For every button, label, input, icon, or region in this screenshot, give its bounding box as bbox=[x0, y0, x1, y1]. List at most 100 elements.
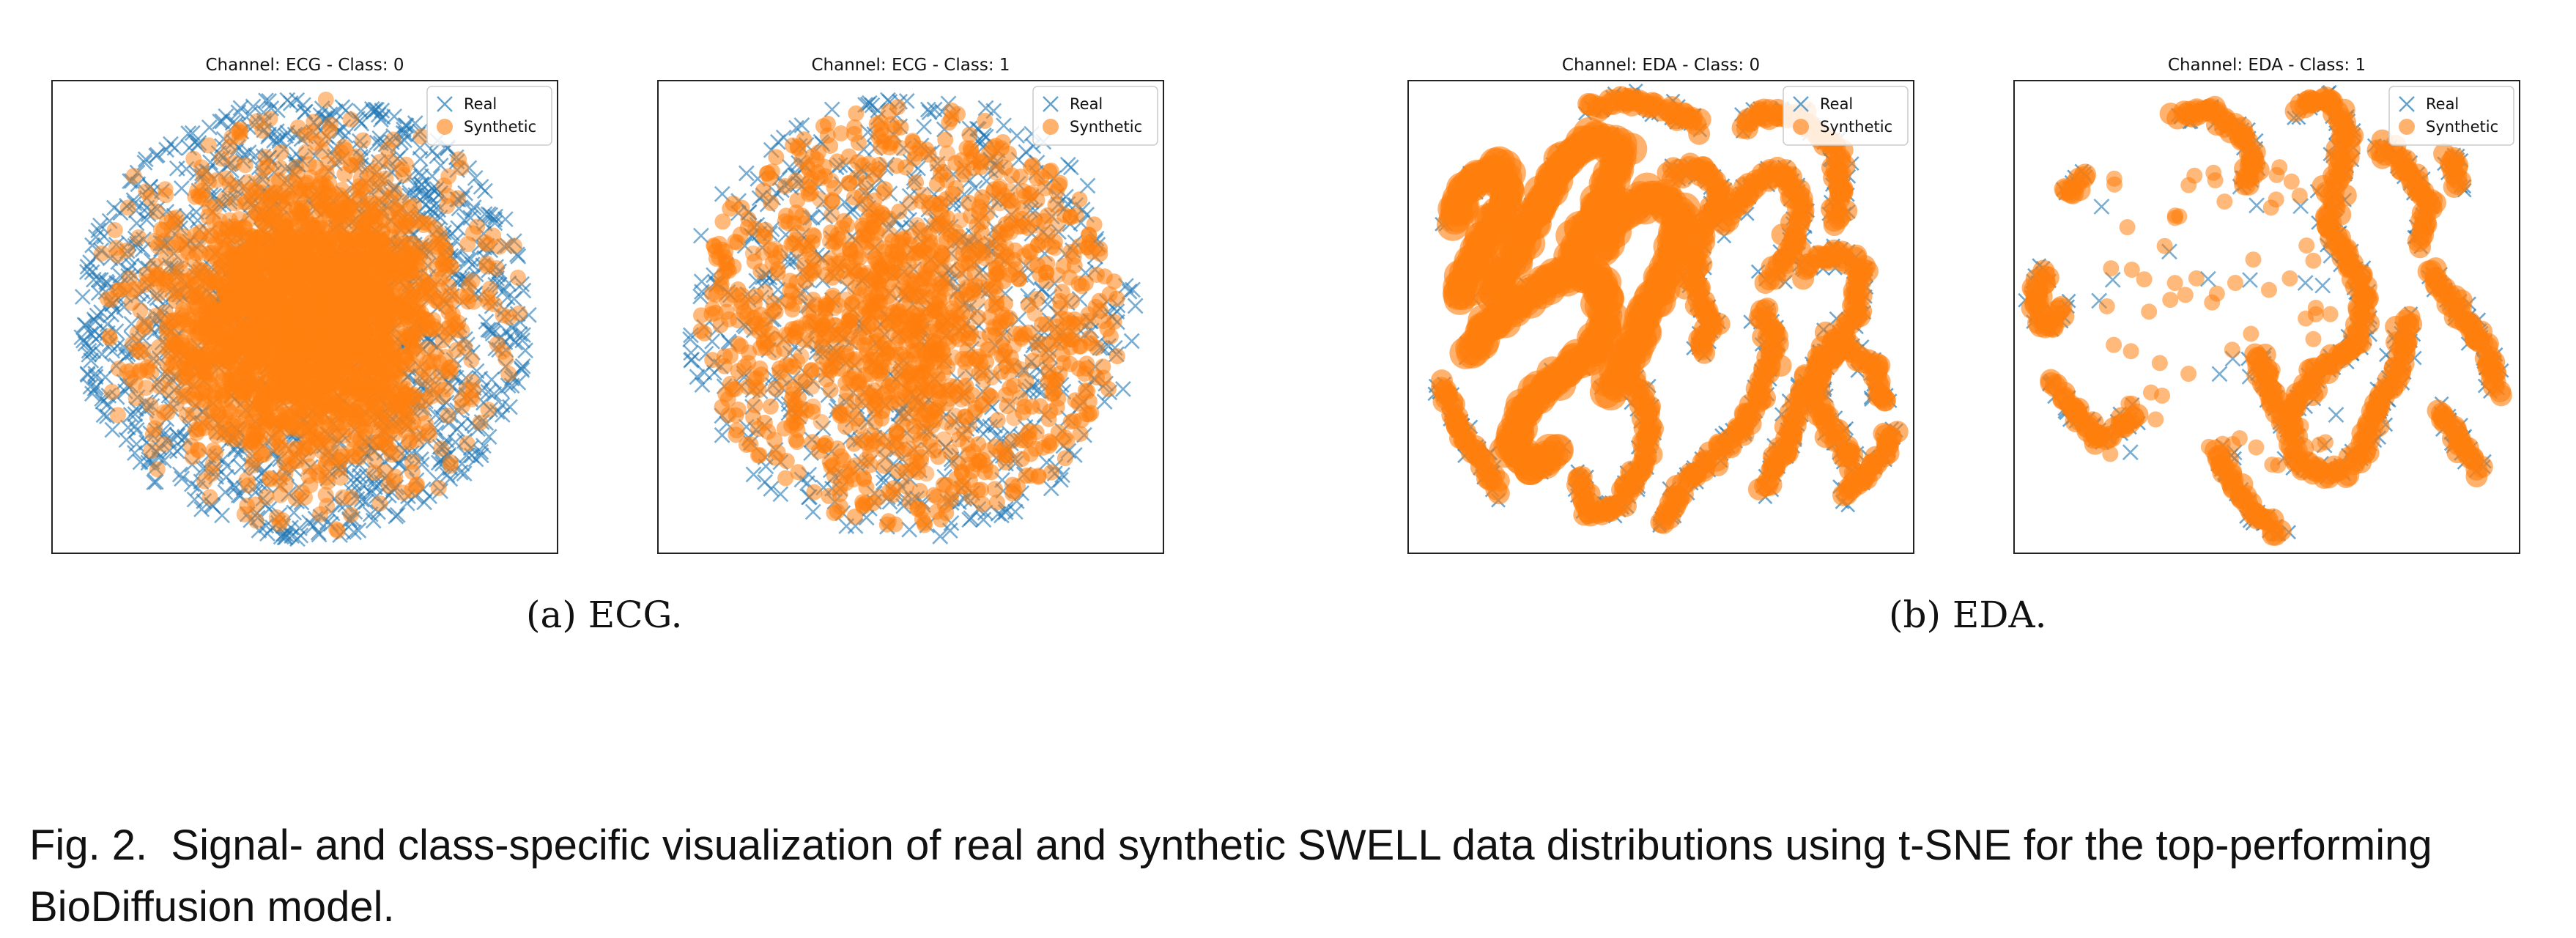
plot-area bbox=[73, 91, 537, 547]
synthetic-point bbox=[822, 362, 839, 379]
real-point bbox=[456, 465, 473, 482]
synthetic-point bbox=[271, 282, 288, 299]
legend-entry-real: Real bbox=[437, 95, 497, 113]
synthetic-point bbox=[240, 319, 256, 336]
synthetic-point bbox=[123, 295, 140, 311]
synthetic-point bbox=[287, 490, 304, 506]
synthetic-point bbox=[306, 114, 322, 130]
synthetic-point bbox=[171, 233, 188, 250]
synthetic-point bbox=[1109, 348, 1125, 365]
real-point bbox=[79, 259, 96, 275]
synthetic-point bbox=[286, 359, 303, 376]
synthetic-point bbox=[106, 221, 123, 238]
real-point bbox=[89, 307, 106, 324]
real-point bbox=[1127, 298, 1144, 314]
synthetic-point bbox=[383, 446, 400, 463]
synthetic-point bbox=[969, 309, 986, 325]
synthetic-point bbox=[509, 269, 526, 286]
synthetic-point bbox=[343, 506, 360, 523]
real-point bbox=[136, 154, 153, 171]
synthetic-point bbox=[463, 352, 480, 369]
synthetic-point bbox=[127, 374, 144, 391]
synthetic-point bbox=[341, 344, 358, 361]
synthetic-point bbox=[238, 471, 255, 488]
synthetic-point bbox=[187, 276, 204, 292]
real-point bbox=[517, 342, 533, 359]
synthetic-point bbox=[144, 426, 161, 443]
synthetic-point bbox=[428, 292, 445, 309]
synthetic-point bbox=[176, 369, 193, 386]
synthetic-point bbox=[127, 281, 144, 298]
synthetic-point bbox=[374, 329, 391, 346]
real-point bbox=[473, 443, 489, 460]
synthetic-point bbox=[317, 454, 334, 471]
synthetic-point bbox=[440, 320, 456, 336]
synthetic-point bbox=[355, 222, 372, 239]
synthetic-point bbox=[158, 319, 175, 336]
real-point bbox=[158, 141, 175, 158]
synthetic-point bbox=[266, 245, 283, 262]
real-point bbox=[350, 522, 367, 539]
real-point bbox=[214, 113, 231, 130]
synthetic-point bbox=[350, 239, 367, 256]
synthetic-point bbox=[258, 489, 275, 506]
panel-title: Channel: ECG - Class: 1 bbox=[811, 56, 1010, 75]
synthetic-point bbox=[248, 269, 265, 286]
synthetic-point bbox=[363, 279, 380, 296]
synthetic-point bbox=[163, 358, 179, 375]
synthetic-point bbox=[404, 453, 421, 470]
synthetic-point bbox=[196, 473, 213, 490]
synthetic-point bbox=[401, 434, 418, 451]
real-point bbox=[475, 437, 492, 454]
synthetic-point bbox=[110, 361, 127, 377]
synthetic-point bbox=[382, 237, 399, 254]
synthetic-point bbox=[979, 341, 996, 358]
real-point bbox=[92, 217, 108, 234]
real-point bbox=[916, 119, 933, 135]
real-point bbox=[94, 346, 111, 363]
synthetic-point bbox=[380, 391, 397, 408]
synthetic-point bbox=[237, 157, 253, 174]
synthetic-point bbox=[459, 435, 475, 452]
synthetic-point bbox=[264, 333, 281, 350]
real-point bbox=[458, 447, 475, 464]
synthetic-point bbox=[396, 347, 413, 364]
synthetic-point bbox=[485, 227, 502, 244]
real-point bbox=[1007, 503, 1024, 520]
real-point bbox=[86, 380, 103, 397]
real-point bbox=[693, 273, 710, 290]
synthetic-point bbox=[272, 369, 289, 386]
synthetic-point bbox=[440, 278, 457, 295]
synthetic-point bbox=[291, 335, 308, 352]
synthetic-point bbox=[374, 298, 391, 314]
synthetic-point bbox=[200, 137, 217, 154]
synthetic-point bbox=[1045, 333, 1062, 350]
synthetic-point bbox=[298, 127, 315, 144]
real-point bbox=[217, 484, 234, 501]
real-point bbox=[90, 222, 107, 239]
synthetic-point bbox=[240, 419, 257, 436]
synthetic-point bbox=[379, 250, 396, 267]
synthetic-point bbox=[347, 315, 363, 332]
synthetic-point bbox=[398, 405, 415, 422]
synthetic-point bbox=[349, 295, 366, 312]
synthetic-point bbox=[168, 209, 185, 226]
synthetic-point bbox=[704, 352, 721, 369]
synthetic-point bbox=[190, 442, 207, 459]
synthetic-point bbox=[102, 330, 119, 347]
synthetic-point bbox=[324, 369, 341, 385]
real-point bbox=[146, 474, 163, 491]
synthetic-point bbox=[193, 416, 210, 432]
synthetic-point bbox=[320, 418, 337, 435]
synthetic-point bbox=[319, 234, 336, 251]
synthetic-point bbox=[248, 512, 264, 529]
synthetic-point bbox=[230, 338, 247, 355]
real-point bbox=[1062, 159, 1079, 176]
synthetic-point bbox=[423, 234, 440, 251]
synthetic-point bbox=[495, 307, 511, 324]
synthetic-point bbox=[911, 482, 928, 499]
real-point bbox=[745, 466, 762, 483]
legend-label-synthetic: Synthetic bbox=[464, 118, 536, 136]
real-point bbox=[823, 101, 840, 118]
